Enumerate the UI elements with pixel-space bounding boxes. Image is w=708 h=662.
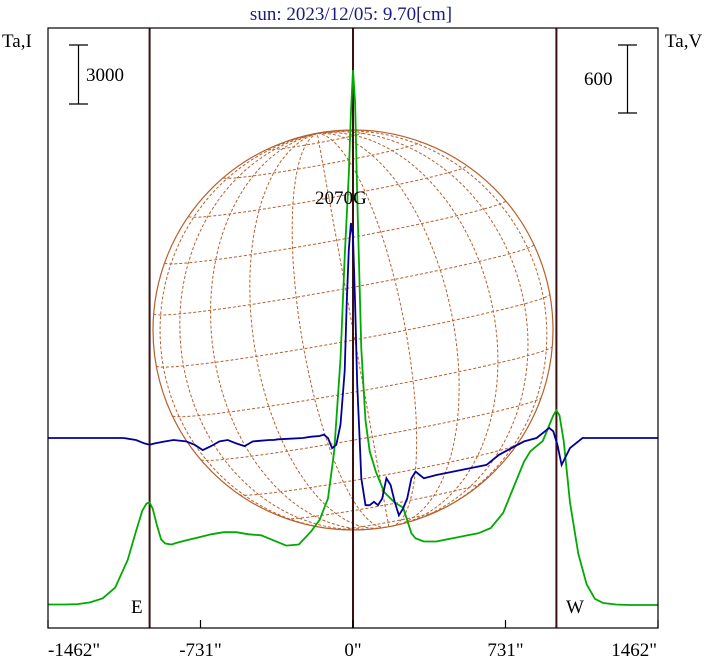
latitude-line [286, 482, 483, 520]
longitude-line [249, 133, 379, 529]
latitude-line [172, 346, 553, 418]
x-tick-label: 1462" [611, 640, 657, 661]
x-tick-label: 731" [487, 640, 523, 661]
latitude-line [200, 397, 542, 461]
longitude-line [179, 133, 371, 531]
chart-title: sun: 2023/12/05: 9.70[cm] [250, 4, 452, 25]
longitude-line [317, 132, 460, 525]
latitude-line [153, 244, 535, 316]
longitude-line [317, 130, 548, 517]
y-axis-label-left: Ta,I [2, 31, 32, 52]
latitude-line [337, 510, 438, 530]
latitude-line [188, 165, 468, 218]
x-tick-label: -1462" [48, 640, 100, 661]
x-tick-label: 0" [344, 640, 361, 661]
longitude-line [317, 132, 499, 524]
series-line-stokes-v [48, 222, 658, 518]
longitude-line [317, 133, 418, 527]
longitude-line [317, 131, 529, 524]
longitude-line [159, 133, 349, 531]
y-axis-label-right: Ta,V [665, 31, 702, 52]
limb-label-east: E [131, 597, 143, 618]
series-line-stokes-i [48, 69, 658, 606]
scale-right-value: 600 [584, 69, 613, 90]
longitude-line [210, 133, 375, 530]
annotation-label: 2070G [315, 188, 367, 209]
latitude-line [164, 200, 506, 265]
limb-label-west: W [566, 597, 584, 618]
x-tick-label: -731" [179, 640, 222, 661]
scale-left-value: 3000 [86, 65, 124, 86]
x-axis-ticks: -1462" -731" 0" 731" 1462" [47, 620, 659, 661]
limb-and-center-lines [148, 28, 558, 628]
scale-bar-right: 600 [584, 44, 637, 114]
longitude-line [291, 133, 387, 528]
scale-bar-left: 3000 [69, 44, 124, 105]
